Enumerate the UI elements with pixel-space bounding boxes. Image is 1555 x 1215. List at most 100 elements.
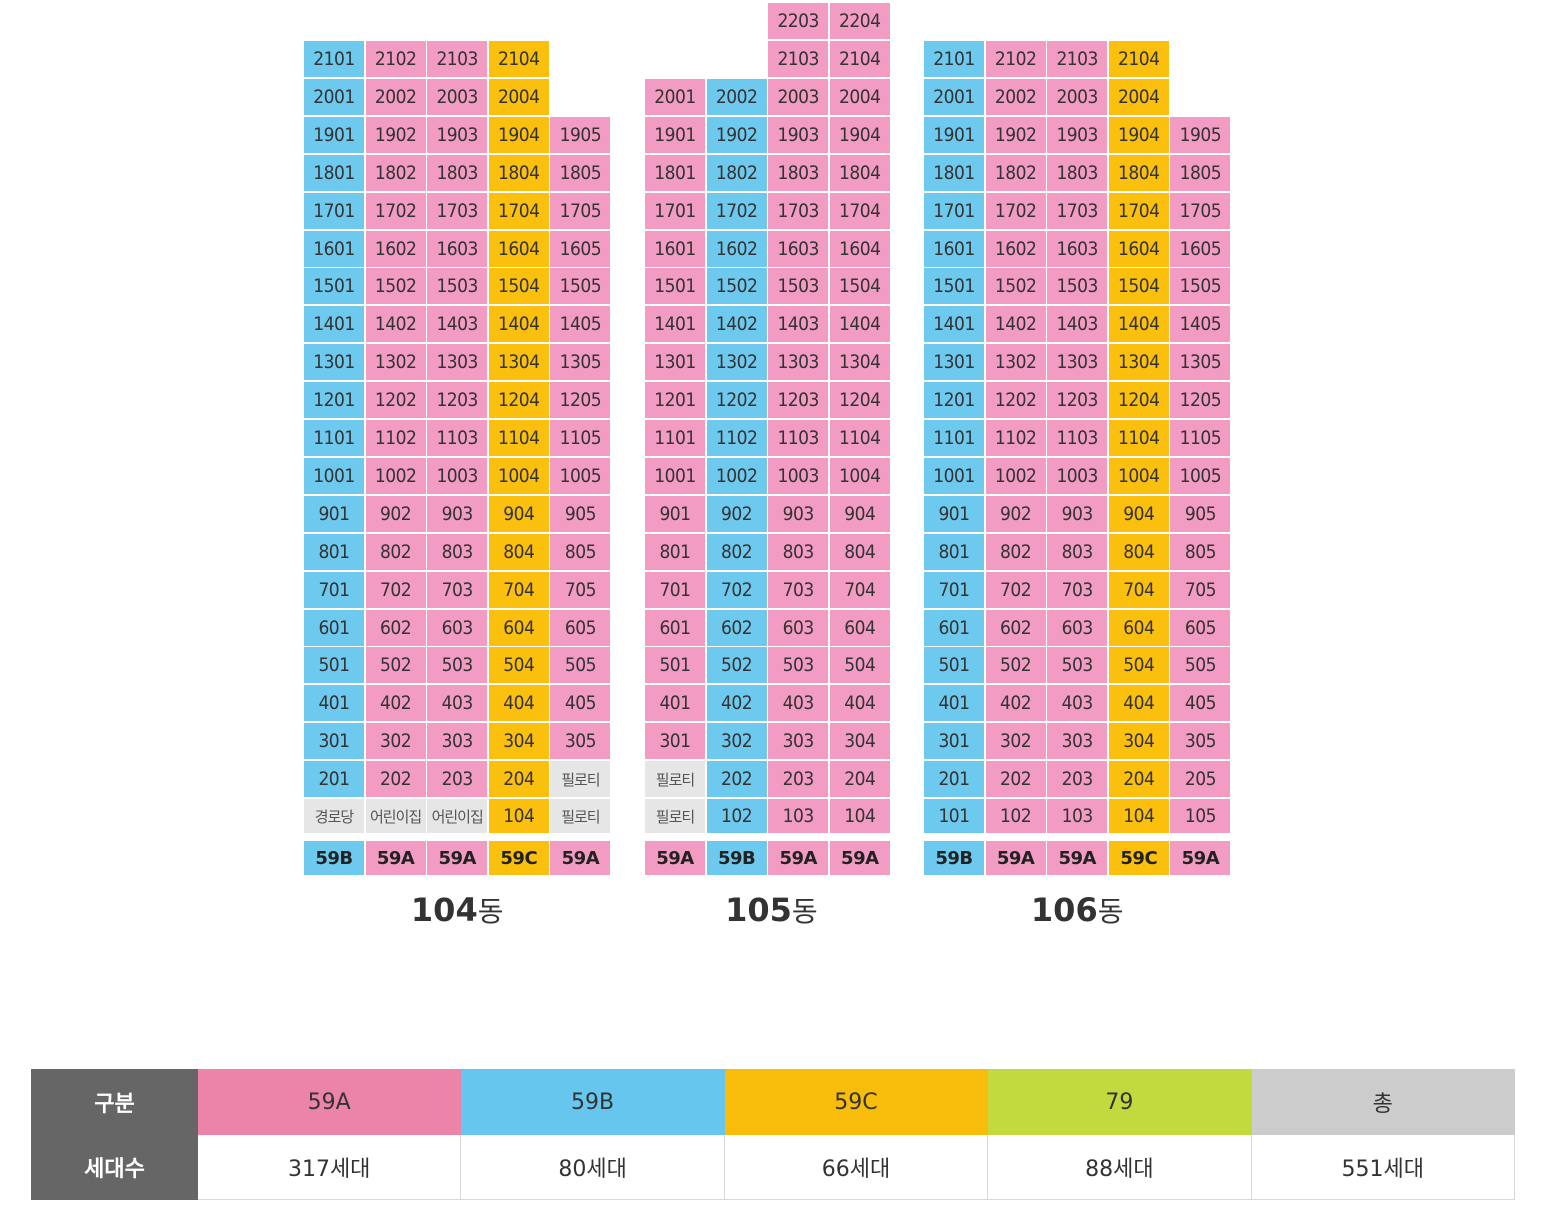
unit-cell: 203 [427, 761, 488, 797]
unit-cell: 1805 [550, 155, 611, 191]
unit-cell: 1902 [985, 117, 1046, 153]
unit-cell: 2203 [768, 3, 829, 39]
legend-count-59a: 317세대 [196, 1134, 462, 1200]
unit-cell: 1303 [768, 344, 829, 380]
unit-cell: 1802 [706, 155, 767, 191]
legend-count-total: 551세대 [1250, 1134, 1516, 1200]
unit-cell: 2204 [829, 3, 890, 39]
unit-cell: 604 [488, 610, 549, 646]
unit-cell: 2103 [768, 41, 829, 77]
unit-cell: 1705 [550, 193, 611, 229]
unit-cell: 504 [1108, 647, 1169, 683]
unit-cell: 1605 [550, 231, 611, 267]
unit-cell: 1901 [304, 117, 364, 153]
unit-cell: 2002 [365, 79, 426, 115]
unit-cell: 704 [1108, 572, 1169, 608]
unit-cell: 302 [985, 723, 1046, 759]
unit-cell: 603 [768, 610, 829, 646]
unit-cell: 1301 [304, 344, 364, 380]
unit-cell: 1604 [488, 231, 549, 267]
unit-cell: 1604 [1108, 231, 1169, 267]
unit-type-cell: 59B [706, 841, 767, 875]
unit-cell: 204 [829, 761, 890, 797]
legend-count-label: 세대수 [31, 1134, 198, 1200]
unit-cell: 503 [1047, 647, 1108, 683]
unit-cell: 1002 [985, 458, 1046, 494]
unit-cell: 202 [985, 761, 1046, 797]
unit-cell: 703 [1047, 572, 1108, 608]
legend-count-59b: 80세대 [460, 1134, 725, 1200]
legend-header-label: 구분 [31, 1069, 198, 1135]
unit-cell: 1001 [304, 458, 364, 494]
unit-cell: 1401 [304, 306, 364, 342]
unit-cell: 301 [304, 723, 364, 759]
unit-cell: 204 [1108, 761, 1169, 797]
unit-type-cell: 59A [829, 841, 890, 875]
unit-cell: 304 [488, 723, 549, 759]
unit-cell: 1601 [924, 231, 984, 267]
unit-cell: 필로티 [645, 799, 705, 833]
unit-cell: 501 [304, 647, 364, 683]
unit-cell: 1904 [488, 117, 549, 153]
unit-cell: 2103 [427, 41, 488, 77]
unit-cell: 1003 [1047, 458, 1108, 494]
unit-cell: 505 [1170, 647, 1231, 683]
unit-cell: 505 [550, 647, 611, 683]
unit-cell: 101 [924, 799, 984, 833]
unit-type-cell: 59B [304, 841, 364, 875]
unit-cell: 503 [427, 647, 488, 683]
unit-cell: 1002 [706, 458, 767, 494]
unit-cell: 1404 [488, 306, 549, 342]
unit-cell: 302 [706, 723, 767, 759]
unit-cell: 904 [488, 496, 549, 532]
unit-cell: 1101 [304, 420, 364, 456]
unit-cell: 2104 [829, 41, 890, 77]
unit-cell: 1704 [1108, 193, 1169, 229]
unit-cell: 1103 [1047, 420, 1108, 456]
unit-cell: 1005 [1170, 458, 1231, 494]
unit-cell: 2104 [1108, 41, 1169, 77]
unit-cell: 804 [488, 534, 549, 570]
unit-cell: 1301 [645, 344, 705, 380]
unit-cell: 1405 [550, 306, 611, 342]
unit-cell: 1702 [706, 193, 767, 229]
unit-cell: 701 [304, 572, 364, 608]
unit-cell: 1905 [550, 117, 611, 153]
unit-cell: 2102 [365, 41, 426, 77]
unit-cell: 1904 [1108, 117, 1169, 153]
unit-type-cell: 59A [550, 841, 611, 875]
unit-cell: 703 [768, 572, 829, 608]
unit-cell: 1602 [706, 231, 767, 267]
unit-cell: 1701 [645, 193, 705, 229]
unit-cell: 1303 [1047, 344, 1108, 380]
unit-cell: 403 [768, 685, 829, 721]
unit-cell: 501 [645, 647, 705, 683]
unit-cell: 1001 [924, 458, 984, 494]
unit-cell: 1903 [768, 117, 829, 153]
legend-type-total: 총 [1250, 1069, 1516, 1135]
unit-cell: 1004 [829, 458, 890, 494]
unit-cell: 903 [1047, 496, 1108, 532]
unit-cell: 605 [1170, 610, 1231, 646]
unit-cell: 1702 [365, 193, 426, 229]
building-suffix: 동 [477, 895, 504, 928]
unit-cell: 105 [1170, 799, 1231, 833]
unit-cell: 602 [985, 610, 1046, 646]
unit-cell: 2001 [924, 79, 984, 115]
unit-cell: 1205 [550, 382, 611, 418]
unit-cell: 1002 [365, 458, 426, 494]
unit-cell: 403 [1047, 685, 1108, 721]
unit-cell: 1201 [645, 382, 705, 418]
unit-cell: 803 [768, 534, 829, 570]
unit-type-legend-table: 구분 59A 59B 59C 79 총 세대수 317세대 80세대 66세대 … [31, 1069, 1516, 1200]
unit-cell: 103 [768, 799, 829, 833]
unit-cell: 2002 [706, 79, 767, 115]
unit-cell: 1402 [985, 306, 1046, 342]
unit-cell: 1601 [645, 231, 705, 267]
unit-cell: 502 [706, 647, 767, 683]
unit-cell: 1403 [1047, 306, 1108, 342]
unit-cell: 705 [1170, 572, 1231, 608]
unit-cell: 704 [488, 572, 549, 608]
unit-cell: 1503 [1047, 268, 1108, 304]
unit-cell: 1305 [550, 344, 611, 380]
